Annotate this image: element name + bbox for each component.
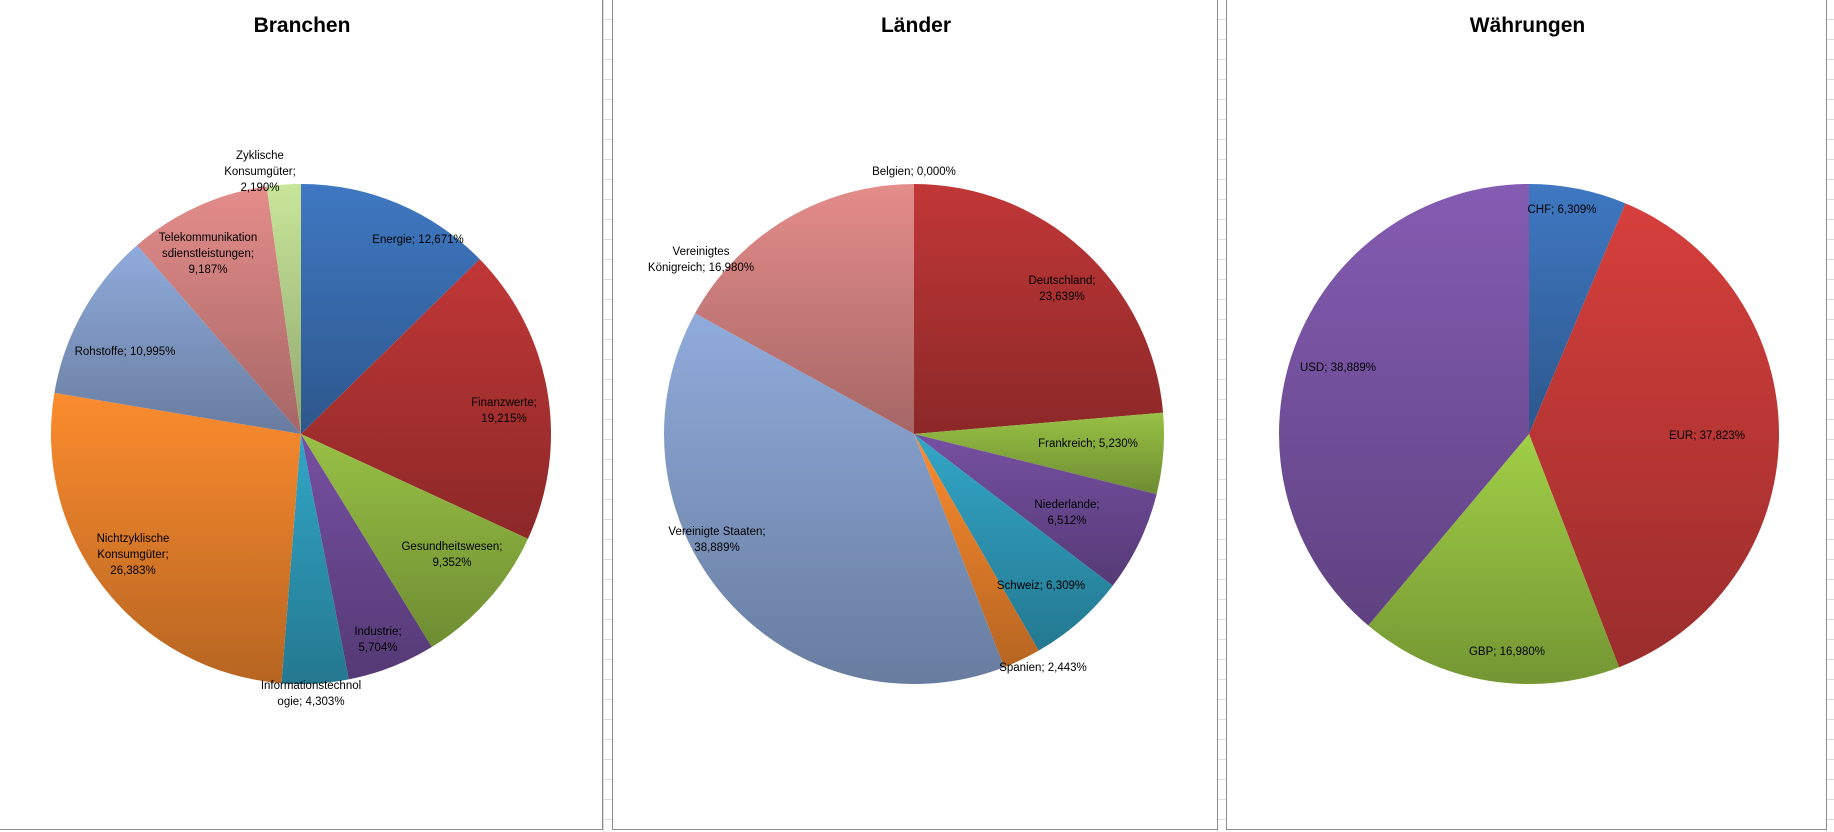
pie-chart-branchen: Branchen Energie; 12,671% Finanzwerte; 19,2… xyxy=(50,14,551,708)
data-label-frankreich: Frankreich; 5,230% xyxy=(1038,438,1138,450)
pie-slice-industrie[interactable] xyxy=(301,434,432,680)
data-label-chf: CHF; 6,309% xyxy=(1527,204,1596,216)
chart-waehrungen[interactable]: Währungen CHF; 6,309% EUR; 37,823% GBP; 16,… xyxy=(1226,0,1827,830)
data-label-informationstechnologie: Informationstechnol ogie; 4,303% xyxy=(261,680,361,708)
pie-chart-waehrungen: Währungen CHF; 6,309% EUR; 37,823% GBP; 16,… xyxy=(1278,14,1780,685)
sheet-gridlines-left xyxy=(603,0,612,832)
pie-slice-niederlande[interactable] xyxy=(914,434,1157,586)
pie-slice-rohstoffe[interactable] xyxy=(54,245,302,434)
data-label-finanzwerte: Finanzwerte; 19,215% xyxy=(471,397,537,425)
data-label-rohstoffe: Rohstoffe; 10,995% xyxy=(75,346,176,358)
data-label-spanien: Spanien; 2,443% xyxy=(999,662,1087,674)
pie-slice-gesundheitswesen[interactable] xyxy=(301,434,528,648)
pie-slice-informationstechnologie[interactable] xyxy=(281,434,349,685)
pie-slice-energie[interactable] xyxy=(301,184,480,434)
pie-slice-finanzwerte[interactable] xyxy=(301,259,551,539)
data-label-usd: USD; 38,889% xyxy=(1300,362,1376,374)
pie-slice-frankreich[interactable] xyxy=(914,412,1165,495)
chart-title-waehrungen: Währungen xyxy=(1470,14,1586,37)
pie-slice-usd[interactable] xyxy=(1278,184,1529,626)
pie-slice-vereinigtes-koenigreich[interactable] xyxy=(695,184,914,434)
pie-slice-spanien[interactable] xyxy=(914,434,1039,668)
chart-title-laender: Länder xyxy=(881,14,951,37)
data-label-zyklische-konsumgueter: Zyklische Konsumgüter; 2,190% xyxy=(224,150,296,194)
data-label-eur: EUR; 37,823% xyxy=(1669,430,1745,442)
data-label-vereinigtes-koenigreich: Vereinigtes Königreich; 16,980% xyxy=(648,246,754,274)
chart-laender[interactable]: Länder Belgien; 0,000% Deutschland; 23,639%… xyxy=(612,0,1218,830)
chart-title-branchen: Branchen xyxy=(254,14,351,37)
pie-slice-chf[interactable] xyxy=(1529,184,1626,434)
data-label-vereinigte-staaten: Vereinigte Staaten; 38,889% xyxy=(668,526,765,554)
pie-slice-vereinigte-staaten[interactable] xyxy=(664,313,1005,684)
chart-branchen[interactable]: Branchen Energie; 12,671% Finanzwerte; 19,2… xyxy=(0,0,603,830)
data-label-nichtzyklische-konsumgueter: Nichtzyklische Konsumgüter; 26,383% xyxy=(97,533,170,577)
pie-slice-zyklische-konsumgueter[interactable] xyxy=(266,184,301,434)
pie-slice-nichtzyklische-konsumgueter[interactable] xyxy=(50,392,301,684)
data-label-schweiz: Schweiz; 6,309% xyxy=(997,580,1085,592)
data-label-gbp: GBP; 16,980% xyxy=(1469,646,1545,658)
data-label-belgien: Belgien; 0,000% xyxy=(872,166,956,178)
data-label-telekommunikationsdienstleistungen: Telekommunikation sdienstleistungen; 9,187… xyxy=(159,232,257,276)
pie-slice-eur[interactable] xyxy=(1529,203,1780,668)
pie-slice-deutschland[interactable] xyxy=(914,184,1164,434)
data-label-gesundheitswesen: Gesundheitswesen; 9,352% xyxy=(401,541,502,569)
data-label-niederlande: Niederlande; 6,512% xyxy=(1034,499,1099,527)
pie-slice-gbp[interactable] xyxy=(1368,434,1620,685)
data-label-industrie: Industrie; 5,704% xyxy=(354,626,401,654)
pie-slice-telekommunikationsdienstleistungen[interactable] xyxy=(137,186,301,434)
data-label-energie: Energie; 12,671% xyxy=(372,234,463,246)
pie-slice-schweiz[interactable] xyxy=(914,434,1113,651)
data-label-deutschland: Deutschland; 23,639% xyxy=(1028,275,1095,303)
pie-chart-laender: Länder Belgien; 0,000% Deutschland; 23,639%… xyxy=(648,14,1165,684)
